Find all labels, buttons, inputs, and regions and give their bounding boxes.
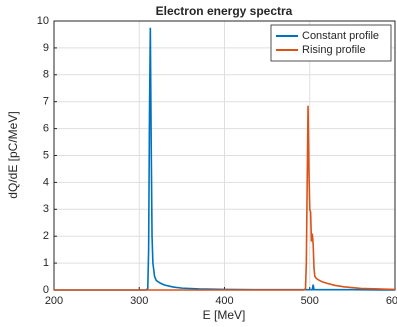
y-tick-label: 6 xyxy=(43,123,49,135)
x-tick-label: 600 xyxy=(386,295,397,307)
x-tick-label: 400 xyxy=(215,295,233,307)
chart-title: Electron energy spectra xyxy=(156,4,293,18)
y-tick-label: 1 xyxy=(43,257,49,269)
y-tick-label: 8 xyxy=(43,69,49,81)
y-tick-label: 7 xyxy=(43,96,49,108)
legend-label: Rising profile xyxy=(302,44,366,56)
series-line xyxy=(54,105,396,291)
y-tick-label: 4 xyxy=(43,176,49,188)
y-tick-label: 10 xyxy=(37,15,49,27)
x-tick-label: 300 xyxy=(130,295,148,307)
series-line xyxy=(54,27,396,291)
x-tick-label: 200 xyxy=(45,295,63,307)
legend: Constant profile Rising profile xyxy=(270,24,392,62)
y-tick-label: 0 xyxy=(43,284,49,296)
y-tick-label: 2 xyxy=(43,230,49,242)
y-tick-label: 3 xyxy=(43,203,49,215)
legend-label: Constant profile xyxy=(302,30,379,42)
y-tick-label: 9 xyxy=(43,42,49,54)
x-axis-label: E [MeV] xyxy=(203,308,246,322)
legend-box xyxy=(270,24,392,62)
y-axis-label: dQ/dE [pC/MeV] xyxy=(6,111,20,198)
x-tick-label: 500 xyxy=(301,295,319,307)
y-tick-label: 5 xyxy=(43,149,49,161)
